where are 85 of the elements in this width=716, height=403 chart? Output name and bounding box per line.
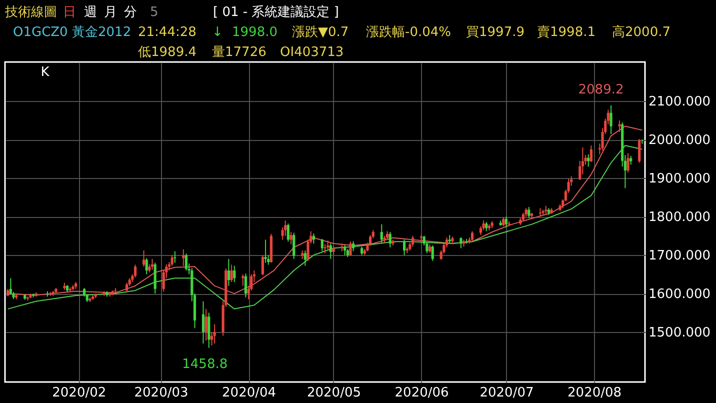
text: 賣1998.1: [537, 25, 596, 40]
text: 1998.0: [232, 25, 278, 40]
candlestick: [388, 232, 392, 248]
text: 買1997.9: [466, 25, 524, 40]
candlestick: [170, 254, 174, 266]
candlestick: [618, 120, 621, 132]
candlestick: [184, 253, 188, 271]
candlestick: [380, 224, 383, 244]
line-series: [7, 144, 643, 310]
candlestick: [485, 222, 488, 232]
y-tick-label: 1600.000: [648, 287, 711, 302]
candlestick: [326, 240, 330, 251]
candlestick: [208, 312, 210, 348]
candlestick: [290, 232, 292, 245]
x-tick-label: 2020/08: [568, 386, 622, 400]
candlestick: [626, 152, 630, 173]
text: 高2000.7: [612, 24, 670, 40]
x-tick-label: 2020/04: [222, 386, 276, 400]
candlestick: [284, 220, 287, 236]
candlestick: [590, 144, 592, 162]
x-tick-label: 2020/03: [134, 386, 188, 400]
annotation: 1458.8: [182, 356, 228, 372]
candlestick: [264, 239, 267, 264]
candlestick: [142, 250, 146, 268]
y-tick-label: 2000.000: [648, 133, 711, 148]
candlestick: [213, 324, 216, 344]
annotation: K: [40, 65, 50, 80]
chart-title: 技術線圖: [4, 5, 57, 20]
text: 低1989.4: [138, 45, 196, 60]
candlestick: [411, 235, 414, 248]
text: 分: [124, 5, 137, 20]
candlestick: [352, 240, 355, 252]
line-series: [7, 126, 643, 296]
candlestick: [504, 216, 508, 228]
text: O1GCZ0: [13, 25, 68, 40]
text: [ 01 - 系統建議設定 ]: [213, 5, 339, 20]
x-tick-label: 2020/02: [52, 386, 106, 400]
candlestick: [320, 238, 324, 252]
x-tick-label: 2020/07: [480, 386, 534, 400]
text: 21:44:28: [138, 25, 196, 40]
text: 漲跌▼0.7: [292, 25, 349, 40]
candlestick: [402, 239, 406, 256]
text: 量17726: [212, 45, 266, 60]
candlestick: [145, 258, 148, 275]
text: 月: [104, 5, 117, 20]
candlestick: [344, 244, 346, 256]
candlestick: [482, 220, 485, 231]
candlestick: [460, 236, 462, 249]
candlestick: [431, 244, 434, 262]
candlestick: [292, 232, 296, 260]
candlestick: [329, 243, 332, 260]
text: 5: [150, 5, 158, 20]
candlestick: [9, 278, 12, 295]
candlestick: [230, 264, 233, 282]
candlestick: [233, 265, 236, 282]
text: 週: [84, 5, 97, 20]
candlestick: [204, 308, 208, 341]
candlestick: [349, 241, 352, 256]
text: 漲跌幅-0.04%: [366, 25, 451, 40]
x-tick-label: 2020/05: [306, 386, 362, 400]
candlestick: [244, 273, 248, 298]
candlestick: [286, 223, 290, 242]
candlestick: [182, 248, 185, 266]
candlestick: [304, 250, 306, 266]
x-tick-label: 2020/06: [394, 386, 449, 400]
candlestick: [610, 104, 612, 134]
y-tick-label: 1800.000: [648, 210, 711, 226]
y-tick-label: 1500.000: [648, 326, 711, 340]
candlestick: [134, 264, 137, 278]
candlestick: [528, 206, 530, 219]
y-tick-label: 2100.000: [648, 94, 711, 110]
annotation: 2089.2: [578, 82, 624, 98]
y-tick-label: 1700.000: [648, 248, 711, 264]
candlestick: [640, 138, 644, 144]
candlestick: [638, 138, 641, 164]
text: OI403713: [280, 45, 344, 60]
text: ↓: [212, 25, 223, 40]
candlestick: [261, 254, 264, 276]
candlestick: [470, 230, 474, 242]
candlestick: [227, 258, 230, 286]
y-tick-label: 1900.000: [648, 172, 711, 187]
candlestick: [202, 300, 205, 344]
candlestick: [242, 274, 244, 286]
text: 黃金2012: [72, 25, 132, 40]
text: 日: [63, 5, 76, 20]
